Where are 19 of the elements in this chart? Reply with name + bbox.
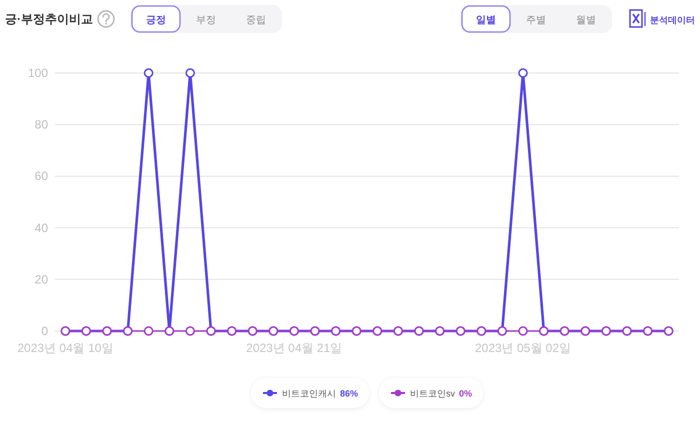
- x-tick-label: 2023년 04월 21일: [246, 341, 342, 355]
- legend-label: 비트코인캐시 86%: [282, 388, 358, 398]
- text: 주별: [526, 15, 546, 26]
- y-tick-label: 20: [34, 272, 48, 286]
- text: 부정: [196, 15, 216, 26]
- x-tick-label: 2023년 04월 10일: [17, 341, 114, 355]
- y-tick-label: 80: [34, 118, 48, 132]
- y-tick-label: 100: [28, 66, 48, 80]
- x-tick-label: 2023년 05월 02일: [474, 341, 572, 355]
- y-tick-label: 0: [41, 324, 48, 338]
- y-tick-label: 60: [34, 169, 48, 184]
- y-tick-label: 40: [34, 220, 48, 235]
- text: 월별: [576, 15, 596, 26]
- text: 중립: [246, 15, 266, 26]
- text: 긍정: [146, 15, 166, 26]
- chart-title: 긍·부정추이비교: [5, 12, 93, 26]
- text: 분석데이터: [650, 15, 695, 25]
- text: 일별: [476, 15, 496, 26]
- legend-label: 비트코인sv 0%: [410, 388, 472, 398]
